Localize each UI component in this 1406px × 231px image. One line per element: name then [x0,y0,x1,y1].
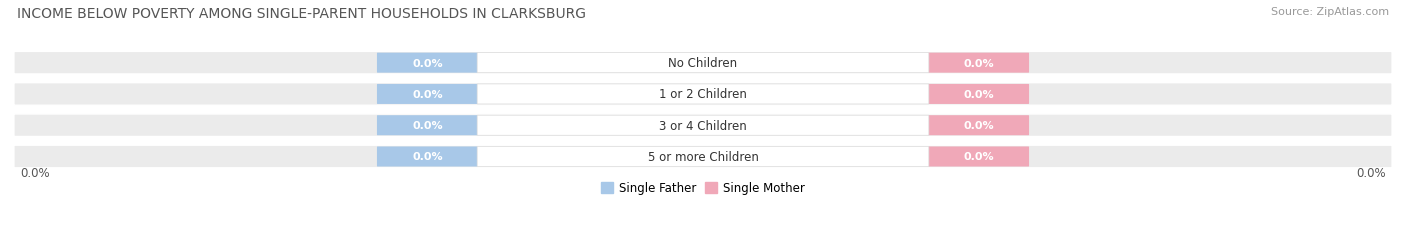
FancyBboxPatch shape [477,53,929,73]
Text: 0.0%: 0.0% [412,58,443,68]
Text: INCOME BELOW POVERTY AMONG SINGLE-PARENT HOUSEHOLDS IN CLARKSBURG: INCOME BELOW POVERTY AMONG SINGLE-PARENT… [17,7,586,21]
FancyBboxPatch shape [928,53,1029,73]
Text: 5 or more Children: 5 or more Children [648,150,758,163]
FancyBboxPatch shape [377,116,478,136]
FancyBboxPatch shape [377,85,478,104]
Text: 3 or 4 Children: 3 or 4 Children [659,119,747,132]
Text: 0.0%: 0.0% [1355,166,1386,179]
FancyBboxPatch shape [477,116,929,136]
FancyBboxPatch shape [377,147,478,167]
Text: No Children: No Children [668,57,738,70]
FancyBboxPatch shape [14,83,1392,106]
FancyBboxPatch shape [928,147,1029,167]
FancyBboxPatch shape [477,147,929,167]
FancyBboxPatch shape [14,52,1392,75]
Text: 0.0%: 0.0% [412,90,443,100]
Text: 0.0%: 0.0% [20,166,51,179]
Text: 0.0%: 0.0% [963,152,994,162]
FancyBboxPatch shape [928,116,1029,136]
Text: 0.0%: 0.0% [412,121,443,131]
FancyBboxPatch shape [928,85,1029,104]
Text: 0.0%: 0.0% [963,121,994,131]
Text: Source: ZipAtlas.com: Source: ZipAtlas.com [1271,7,1389,17]
Legend: Single Father, Single Mother: Single Father, Single Mother [596,177,810,199]
Text: 0.0%: 0.0% [963,58,994,68]
FancyBboxPatch shape [14,115,1392,137]
Text: 0.0%: 0.0% [963,90,994,100]
Text: 1 or 2 Children: 1 or 2 Children [659,88,747,101]
FancyBboxPatch shape [14,146,1392,168]
FancyBboxPatch shape [377,53,478,73]
Text: 0.0%: 0.0% [412,152,443,162]
FancyBboxPatch shape [477,85,929,104]
